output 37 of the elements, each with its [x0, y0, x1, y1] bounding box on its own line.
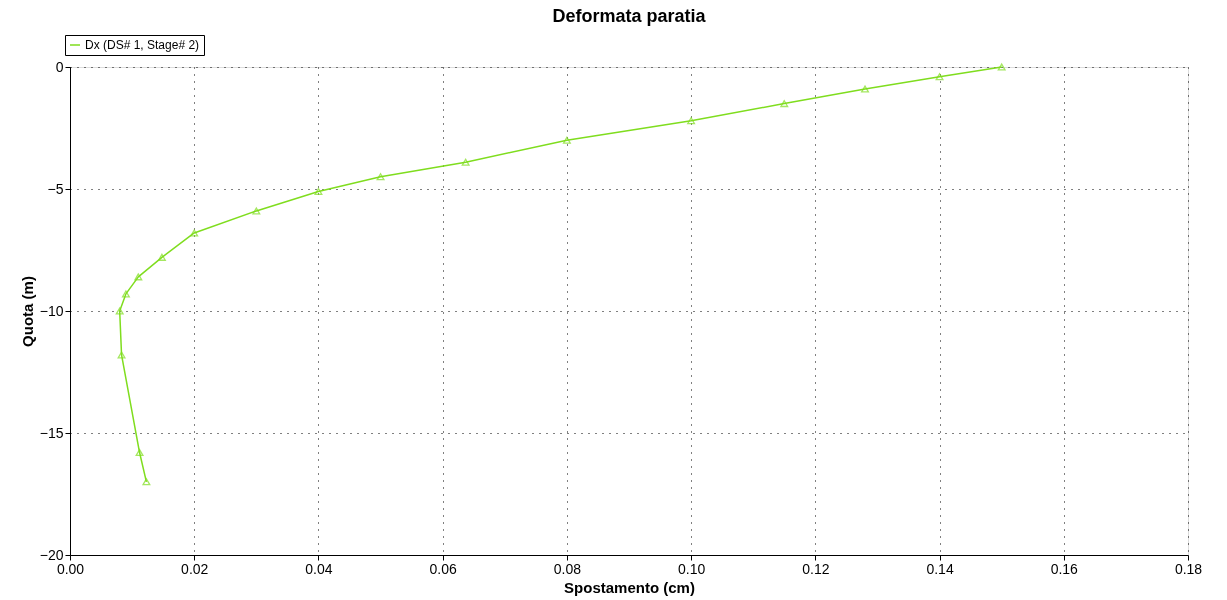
- point: [314, 187, 323, 195]
- y-axis-title: Quota (m): [18, 276, 36, 347]
- x-tick-label: 0.04: [305, 560, 333, 577]
- legend-label: Dx (DS# 1, Stage# 2): [85, 38, 200, 52]
- point: [687, 117, 696, 125]
- x-axis-title: Spostamento (cm): [564, 578, 695, 596]
- point: [562, 136, 571, 144]
- point: [861, 85, 870, 93]
- point: [157, 253, 166, 261]
- point: [121, 290, 130, 298]
- point: [142, 478, 151, 486]
- x-tick-label: 0.02: [181, 560, 209, 577]
- point: [115, 307, 124, 315]
- point: [461, 158, 470, 166]
- y-tick-label: 0: [55, 58, 64, 75]
- point: [134, 273, 143, 281]
- x-tick-label: 0.18: [1174, 560, 1203, 577]
- x-tick-label: 0.08: [553, 560, 582, 577]
- x-tick-label: 0.14: [926, 560, 954, 577]
- chart-title: Deformata paratia: [552, 6, 707, 26]
- x-tick-label: 0.06: [429, 560, 457, 577]
- x-tick-label: 0.12: [802, 560, 830, 577]
- y-tick-label: −20: [39, 546, 64, 563]
- point: [376, 173, 385, 181]
- y-tick-label: −15: [39, 424, 64, 441]
- x-tick-label: 0.16: [1050, 560, 1079, 577]
- point: [190, 229, 199, 237]
- y-tick-label: −10: [39, 302, 64, 319]
- point: [117, 351, 126, 359]
- point: [252, 207, 261, 215]
- point: [780, 100, 789, 108]
- point: [997, 63, 1006, 71]
- x-tick-label: 0.10: [677, 560, 706, 577]
- x-tick-label: 0.00: [56, 560, 85, 577]
- point: [135, 448, 144, 457]
- y-tick-label: −5: [47, 180, 64, 197]
- point: [935, 73, 944, 81]
